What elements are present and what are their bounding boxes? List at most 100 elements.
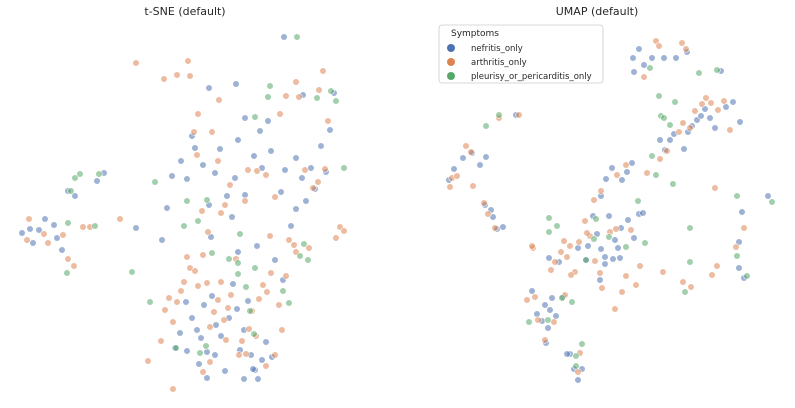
point-arthritis-only <box>462 142 470 150</box>
point-pleurisy-or-pericarditis-only <box>225 255 233 263</box>
point-nefritis-only <box>158 236 166 244</box>
point-pleurisy-or-pericarditis-only <box>495 111 503 119</box>
point-nefritis-only <box>212 321 220 329</box>
point-pleurisy-or-pericarditis-only <box>582 256 590 264</box>
point-pleurisy-or-pericarditis-only <box>300 240 308 248</box>
point-arthritis-only <box>165 294 173 302</box>
point-nefritis-only <box>188 314 196 322</box>
point-nefritis-only <box>240 375 248 383</box>
point-arthritis-only <box>275 301 283 309</box>
point-arthritis-only <box>596 269 604 277</box>
point-nefritis-only <box>195 360 203 368</box>
tsne-title: t-SNE (default) <box>144 5 225 18</box>
point-arthritis-only <box>682 45 690 53</box>
point-arthritis-only <box>726 126 734 134</box>
point-arthritis-only <box>611 305 619 313</box>
point-nefritis-only <box>528 287 536 295</box>
point-nefritis-only <box>574 376 582 384</box>
point-arthritis-only <box>173 71 181 79</box>
point-nefritis-only <box>616 254 624 262</box>
point-pleurisy-or-pericarditis-only <box>236 230 244 238</box>
point-pleurisy-or-pericarditis-only <box>669 180 677 188</box>
point-nefritis-only <box>216 145 224 153</box>
point-nefritis-only <box>609 255 617 263</box>
point-pleurisy-or-pericarditis-only <box>652 171 660 179</box>
point-pleurisy-or-pericarditis-only <box>251 264 259 272</box>
point-arthritis-only <box>622 161 630 169</box>
legend-frame <box>438 24 604 84</box>
point-pleurisy-or-pericarditis-only <box>545 214 553 222</box>
point-arthritis-only <box>263 288 271 296</box>
point-nefritis-only <box>648 54 656 62</box>
point-nefritis-only <box>244 297 252 305</box>
point-arthritis-only <box>547 266 555 274</box>
point-arthritis-only <box>226 181 234 189</box>
point-pleurisy-or-pericarditis-only <box>482 122 490 130</box>
point-arthritis-only <box>678 39 686 47</box>
point-arthritis-only <box>321 165 329 173</box>
legend-title: Symptoms <box>451 29 499 39</box>
point-arthritis-only <box>732 243 740 251</box>
point-pleurisy-or-pericarditis-only <box>91 222 99 230</box>
point-arthritis-only <box>469 182 477 190</box>
point-arthritis-only <box>309 184 317 192</box>
point-pleurisy-or-pericarditis-only <box>332 97 340 105</box>
point-pleurisy-or-pericarditis-only <box>695 69 703 77</box>
point-arthritis-only <box>193 151 201 159</box>
point-arthritis-only <box>161 306 169 314</box>
point-nefritis-only <box>660 54 668 62</box>
point-arthritis-only <box>301 166 309 174</box>
point-pleurisy-or-pericarditis-only <box>681 288 689 296</box>
legend: Symptoms nefritis_only arthritis_only pl… <box>438 24 604 84</box>
point-nefritis-only <box>623 168 631 176</box>
point-nefritis-only <box>18 229 26 237</box>
tsne-points <box>18 33 348 393</box>
point-pleurisy-or-pericarditis-only <box>340 164 348 172</box>
point-arthritis-only <box>583 229 591 237</box>
point-arthritis-only <box>204 228 212 236</box>
point-nefritis-only <box>605 212 613 220</box>
point-nefritis-only <box>93 177 101 185</box>
point-pleurisy-or-pericarditis-only <box>558 294 566 302</box>
point-nefritis-only <box>256 127 264 135</box>
point-pleurisy-or-pericarditis-only <box>250 330 258 338</box>
point-pleurisy-or-pericarditis-only <box>648 152 656 160</box>
point-arthritis-only <box>618 288 626 296</box>
point-pleurisy-or-pericarditis-only <box>151 178 159 186</box>
point-pleurisy-or-pericarditis-only <box>63 269 71 277</box>
point-arthritis-only <box>215 96 223 104</box>
point-nefritis-only <box>544 324 552 332</box>
point-nefritis-only <box>736 118 744 126</box>
point-nefritis-only <box>476 161 484 169</box>
point-arthritis-only <box>686 124 694 132</box>
point-arthritis-only <box>217 278 225 286</box>
point-arthritis-only <box>217 209 225 217</box>
point-nefritis-only <box>221 367 229 375</box>
umap-title: UMAP (default) <box>556 5 638 18</box>
point-nefritis-only <box>711 124 719 132</box>
point-nefritis-only <box>459 154 467 162</box>
point-arthritis-only <box>210 308 218 316</box>
point-arthritis-only <box>551 258 559 266</box>
point-pleurisy-or-pericarditis-only <box>313 94 321 102</box>
point-pleurisy-or-pericarditis-only <box>304 256 312 264</box>
point-arthritis-only <box>708 271 716 279</box>
point-arthritis-only <box>278 326 286 334</box>
point-pleurisy-or-pericarditis-only <box>572 352 580 360</box>
point-arthritis-only <box>79 223 87 231</box>
point-nefritis-only <box>223 192 231 200</box>
point-nefritis-only <box>611 236 619 244</box>
point-arthritis-only <box>698 100 706 108</box>
point-arthritis-only <box>643 169 651 177</box>
point-nefritis-only <box>596 276 604 284</box>
point-pleurisy-or-pericarditis-only <box>194 217 202 225</box>
point-pleurisy-or-pericarditis-only <box>234 270 242 278</box>
point-arthritis-only <box>23 236 31 244</box>
point-nefritis-only <box>234 136 242 144</box>
point-pleurisy-or-pericarditis-only <box>76 170 84 178</box>
point-arthritis-only <box>235 351 243 359</box>
point-nefritis-only <box>26 225 34 233</box>
point-arthritis-only <box>262 171 270 179</box>
point-arthritis-only <box>177 287 185 295</box>
